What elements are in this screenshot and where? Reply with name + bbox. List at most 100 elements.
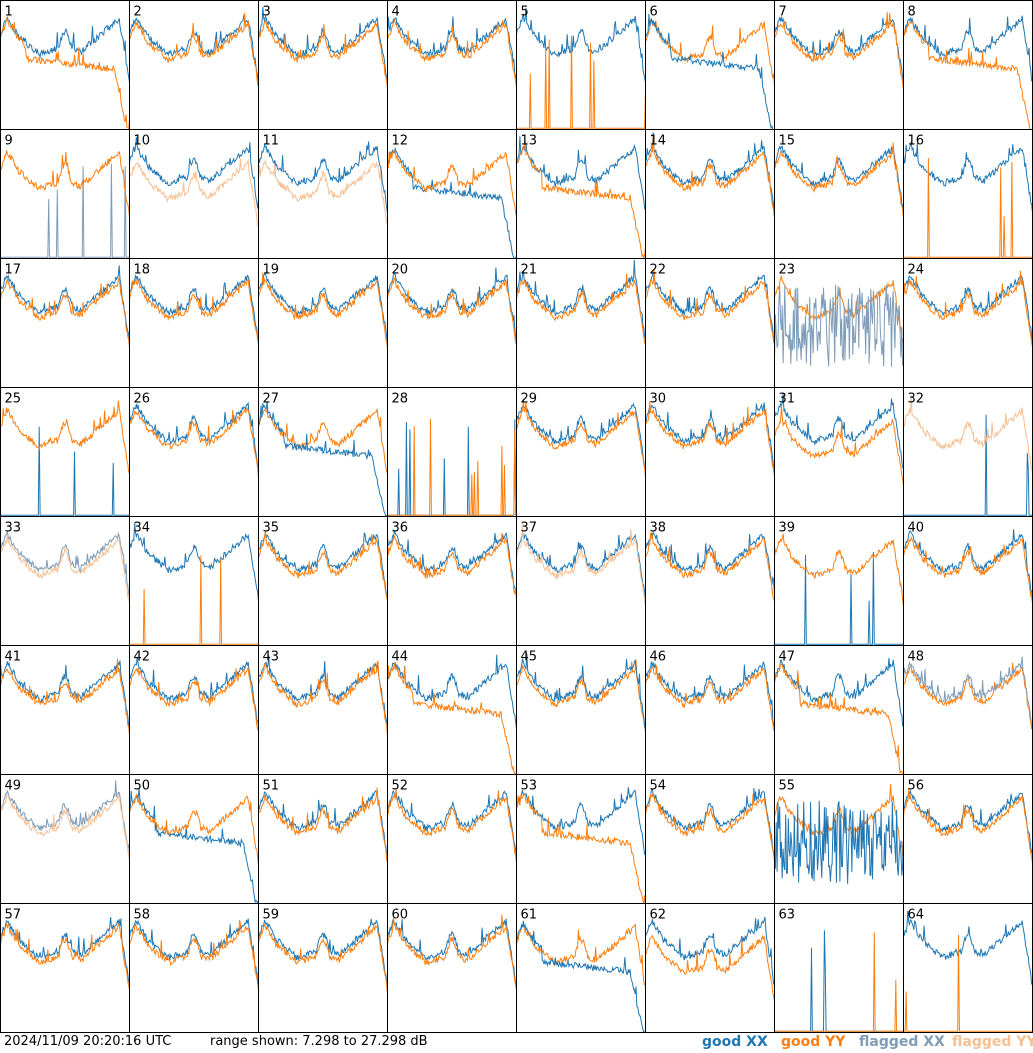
tile-panel-36: 36 [387, 516, 517, 646]
series-xx-panel-17 [0, 265, 130, 343]
series-xx-panel-30 [645, 402, 775, 470]
series-yy-panel-7 [774, 12, 904, 91]
series-xx-panel-60 [387, 917, 517, 986]
panel-frame [516, 387, 646, 517]
series-xx-panel-31 [774, 393, 904, 469]
series-xx-panel-11 [258, 141, 388, 214]
tile-number-label: 15 [779, 134, 796, 149]
tile-panel-39: 39 [774, 516, 904, 646]
tile-number-label: 3 [263, 5, 271, 20]
series-yy-panel-20 [387, 277, 517, 344]
series-xx-panel-61 [516, 920, 646, 1033]
series-yy-panel-40 [903, 535, 1033, 604]
series-xx-panel-43 [258, 655, 388, 726]
series-yy-panel-29 [516, 398, 646, 477]
panel-frame [387, 774, 517, 904]
tile-number-label: 26 [134, 392, 151, 407]
series-yy-panel-5 [516, 35, 646, 129]
tile-number-label: 58 [134, 908, 151, 923]
series-yy-panel-16 [903, 157, 1033, 258]
series-yy-panel-34 [129, 555, 259, 645]
series-yy-panel-52 [387, 788, 517, 864]
tile-panel-24: 24 [903, 258, 1033, 388]
series-xx-panel-28 [387, 419, 517, 516]
tile-panel-38: 38 [645, 516, 775, 646]
series-xx-panel-33 [0, 530, 130, 601]
tile-number-label: 28 [392, 392, 409, 407]
series-xx-panel-40 [903, 529, 1033, 600]
series-xx-panel-63 [774, 930, 904, 1032]
tile-number-label: 5 [521, 5, 529, 20]
tile-number-label: 46 [650, 650, 667, 665]
tile-number-label: 44 [392, 650, 409, 665]
series-yy-panel-10 [129, 158, 259, 228]
tile-panel-27: 27 [258, 387, 388, 517]
panel-frame [903, 387, 1033, 517]
tile-number-label: 54 [650, 779, 667, 794]
panel-frame [903, 258, 1033, 388]
tile-panel-9: 9 [0, 129, 130, 259]
tile-panel-56: 56 [903, 774, 1033, 904]
panel-frame [0, 258, 130, 388]
series-xx-panel-25 [0, 426, 130, 516]
tile-panel-55: 55 [774, 774, 904, 904]
tile-number-label: 12 [392, 134, 409, 149]
series-xx-panel-16 [903, 141, 1033, 214]
series-xx-panel-1 [0, 15, 130, 83]
series-yy-panel-36 [387, 533, 517, 601]
series-yy-panel-27 [258, 408, 388, 475]
panel-frame [258, 645, 388, 775]
tile-number-label: 52 [392, 779, 409, 794]
series-xx-panel-41 [0, 660, 130, 728]
series-yy-panel-31 [774, 404, 904, 487]
tile-number-label: 10 [134, 134, 151, 149]
series-xx-panel-45 [516, 653, 646, 732]
tile-number-label: 57 [5, 908, 22, 923]
tile-number-label: 59 [263, 908, 280, 923]
tile-panel-13: 13 [516, 129, 646, 259]
series-yy-panel-50 [129, 792, 259, 866]
tile-panel-28: 28 [387, 387, 517, 517]
series-yy-panel-35 [258, 530, 388, 603]
series-yy-panel-32 [903, 395, 1033, 474]
tile-panel-64: 64 [903, 903, 1033, 1033]
tile-number-label: 38 [650, 521, 667, 536]
panel-frame [258, 903, 388, 1033]
series-xx-panel-39 [774, 551, 904, 645]
tile-panel-61: 61 [516, 903, 646, 1033]
series-xx-panel-59 [258, 918, 388, 987]
tile-number-label: 21 [521, 263, 538, 278]
series-xx-panel-21 [516, 259, 646, 339]
series-yy-panel-39 [774, 533, 904, 608]
tile-number-label: 53 [521, 779, 538, 794]
series-yy-panel-57 [0, 921, 130, 990]
tile-panel-23: 23 [774, 258, 904, 388]
series-yy-panel-13 [516, 140, 646, 259]
series-xx-panel-22 [645, 272, 775, 341]
tile-panel-6: 6 [645, 0, 775, 130]
tile-number-label: 4 [392, 5, 400, 20]
series-xx-panel-64 [903, 910, 1033, 986]
panel-frame [0, 129, 130, 259]
panel-frame [903, 774, 1033, 904]
tile-number-label: 27 [263, 392, 280, 407]
legend-flagged-yy: flagged YY [952, 1034, 1033, 1050]
series-yy-panel-15 [774, 142, 904, 220]
series-yy-panel-30 [645, 401, 775, 478]
tile-panel-8: 8 [903, 0, 1033, 130]
tile-panel-2: 2 [129, 0, 259, 130]
legend-good-xx: good XX [702, 1034, 768, 1050]
series-xx-panel-15 [774, 145, 904, 212]
panel-frame [645, 387, 775, 517]
panel-frame [645, 516, 775, 646]
tile-panel-34: 34 [129, 516, 259, 646]
series-yy-panel-42 [129, 666, 259, 732]
series-yy-panel-46 [645, 664, 775, 731]
tile-number-label: 62 [650, 908, 667, 923]
tile-panel-12: 12 [387, 129, 517, 259]
tile-panel-41: 41 [0, 645, 130, 775]
series-yy-panel-45 [516, 659, 646, 731]
tile-panel-22: 22 [645, 258, 775, 388]
series-xx-panel-54 [645, 788, 775, 859]
series-yy-panel-3 [258, 19, 388, 89]
